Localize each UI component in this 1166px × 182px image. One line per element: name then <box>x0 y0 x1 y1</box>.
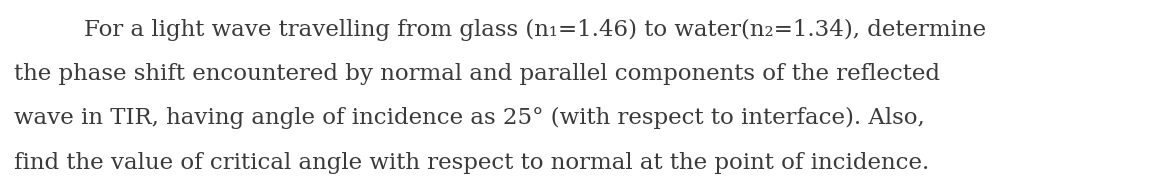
Text: For a light wave travelling from glass (n₁=1.46) to water(n₂=1.34), determine: For a light wave travelling from glass (… <box>84 19 986 41</box>
Text: wave in TIR, having angle of incidence as 25° (with respect to interface). Also,: wave in TIR, having angle of incidence a… <box>14 107 925 129</box>
Text: the phase shift encountered by normal and parallel components of the reflected: the phase shift encountered by normal an… <box>14 63 940 85</box>
Text: find the value of critical angle with respect to normal at the point of incidenc: find the value of critical angle with re… <box>14 152 929 174</box>
